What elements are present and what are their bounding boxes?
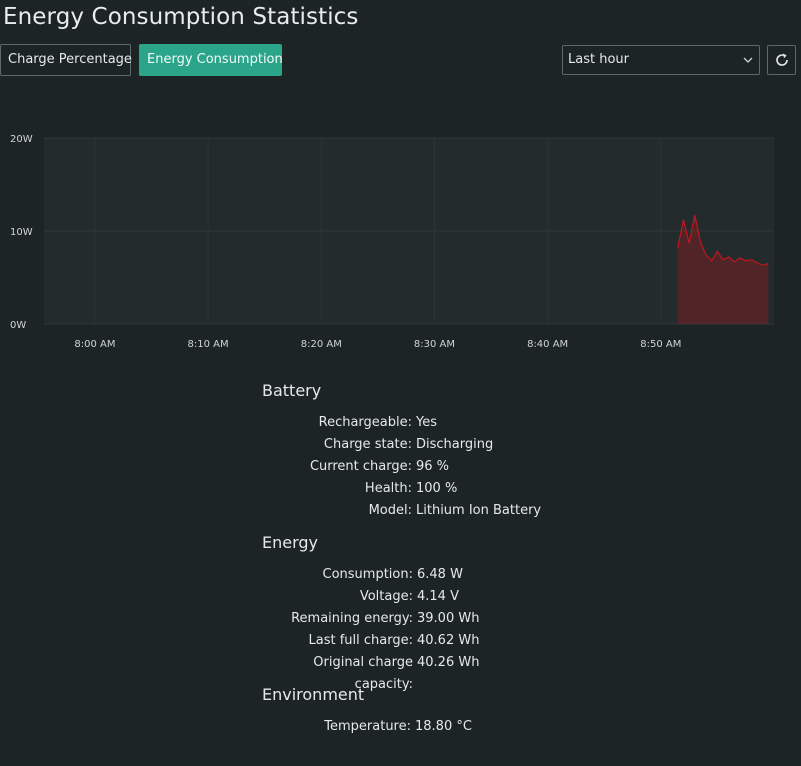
x-tick-label: 8:10 AM — [188, 339, 229, 350]
rechargeable-row: Rechargeable: Yes — [262, 412, 682, 434]
y-tick-label: 20W — [10, 134, 33, 145]
details-panel: Battery Rechargeable: Yes Charge state: Di… — [262, 380, 682, 748]
model-value: Lithium Ion Battery — [416, 503, 542, 518]
tab-energy-consumption[interactable]: Energy Consumption — [139, 44, 283, 76]
refresh-icon — [776, 53, 788, 66]
time-range-select[interactable]: Last hour — [562, 45, 760, 75]
health-label: Health: — [364, 481, 412, 496]
consumption-value: 6.48 W — [417, 567, 463, 582]
chevron-down-icon — [743, 57, 753, 63]
consumption-label: Consumption: — [322, 567, 413, 582]
x-tick-label: 8:30 AM — [414, 339, 455, 350]
last-full-charge-value: 40.62 Wh — [417, 633, 480, 648]
current-charge-row: Current charge: 96 % — [262, 456, 682, 478]
series-line — [677, 215, 769, 267]
x-tick-label: 8:50 AM — [640, 339, 681, 350]
energy-chart: 0W 10W 20W 8:00 AM 8:10 AM 8:20 AM 8:30 AM 8:40… — [10, 134, 774, 350]
battery-section: Battery Rechargeable: Yes Charge state: Di… — [262, 380, 682, 522]
consumption-row: Consumption: 6.48 W — [262, 564, 682, 586]
voltage-row: Voltage: 4.14 V — [262, 586, 682, 608]
original-capacity-label: Original charge capacity: — [313, 655, 413, 692]
remaining-energy-value: 39.00 Wh — [417, 611, 480, 626]
environment-heading: Environment — [262, 685, 365, 704]
y-tick-label: 10W — [10, 227, 33, 238]
health-row: Health: 100 % — [262, 478, 682, 500]
energy-section: Energy Consumption: 6.48 W Voltage: 4.14 V… — [262, 532, 682, 692]
tab-charge-percentage[interactable]: Charge Percentage — [0, 44, 132, 76]
temperature-row: Temperature: 18.80 °C — [262, 716, 682, 738]
x-tick-label: 8:20 AM — [301, 339, 342, 350]
refresh-button[interactable] — [767, 45, 796, 75]
energy-heading: Energy — [262, 533, 319, 552]
temperature-label: Temperature: — [324, 719, 411, 734]
remaining-energy-label: Remaining energy: — [291, 611, 413, 626]
original-capacity-value: 40.26 Wh — [417, 655, 480, 670]
voltage-value: 4.14 V — [417, 589, 459, 604]
environment-section: Environment Temperature: 18.80 °C — [262, 684, 682, 738]
rechargeable-label: Rechargeable: — [318, 415, 412, 430]
original-capacity-row: Original charge capacity: 40.26 Wh — [262, 652, 682, 692]
voltage-label: Voltage: — [359, 589, 413, 604]
x-tick-label: 8:40 AM — [527, 339, 568, 350]
current-charge-value: 96 % — [416, 459, 450, 474]
current-charge-label: Current charge: — [309, 459, 412, 474]
model-label: Model: — [368, 503, 412, 518]
y-tick-label: 0W — [10, 320, 26, 331]
model-row: Model: Lithium Ion Battery — [262, 500, 682, 522]
time-range-value: Last hour — [568, 52, 629, 67]
last-full-charge-row: Last full charge: 40.62 Wh — [262, 630, 682, 652]
last-full-charge-label: Last full charge: — [308, 633, 413, 648]
charge-state-row: Charge state: Discharging — [262, 434, 682, 456]
battery-heading: Battery — [262, 381, 322, 400]
temperature-value: 18.80 °C — [415, 719, 472, 734]
health-value: 100 % — [416, 481, 458, 496]
page-title: Energy Consumption Statistics — [3, 4, 359, 30]
charge-state-value: Discharging — [416, 437, 494, 452]
x-tick-label: 8:00 AM — [74, 339, 115, 350]
charge-state-label: Charge state: — [323, 437, 412, 452]
remaining-energy-row: Remaining energy: 39.00 Wh — [262, 608, 682, 630]
rechargeable-value: Yes — [416, 415, 437, 430]
